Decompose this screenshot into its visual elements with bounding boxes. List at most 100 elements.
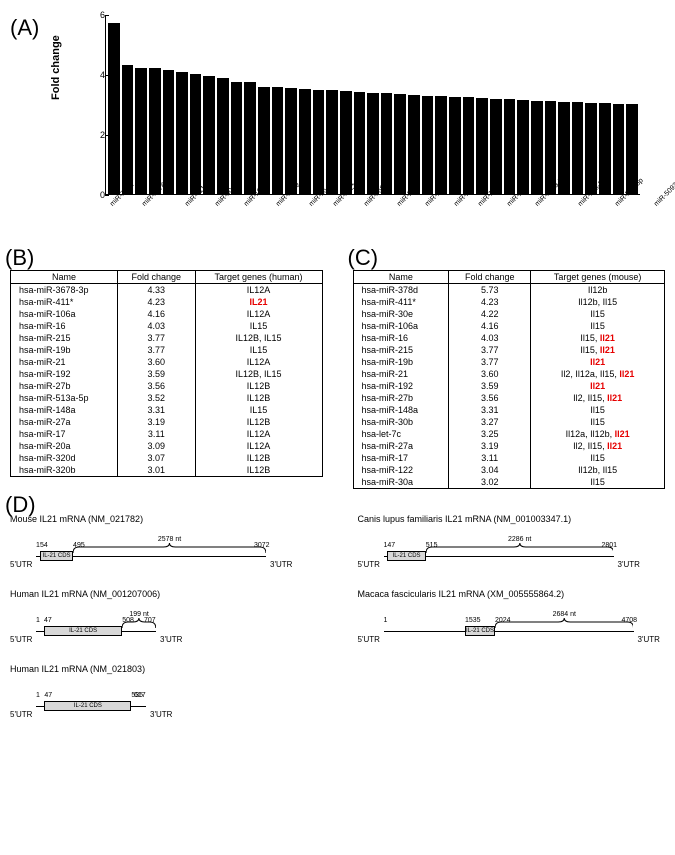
bar xyxy=(244,82,256,194)
cell-fold: 4.03 xyxy=(118,320,196,332)
diagram-title: Macaca fascicularis IL21 mRNA (XM_005555… xyxy=(358,589,666,599)
bar xyxy=(381,93,393,194)
cell-name: hsa-miR-122 xyxy=(353,464,449,476)
bar xyxy=(258,87,270,194)
cell-fold: 3.11 xyxy=(449,452,531,464)
table-row: hsa-miR-3678-3p4.33IL12A xyxy=(11,284,323,297)
bar xyxy=(108,23,120,194)
diagram-title: Mouse IL21 mRNA (NM_021782) xyxy=(10,514,318,524)
diagram-title: Human IL21 mRNA (NM_001207006) xyxy=(10,589,318,599)
cell-targets: Il15, Il21 xyxy=(531,332,665,344)
cell-name: hsa-miR-148a xyxy=(353,404,449,416)
cell-fold: 3.60 xyxy=(449,368,531,380)
cell-targets: IL12B, IL15 xyxy=(195,332,322,344)
table-row: hsa-miR-106a4.16IL12A xyxy=(11,308,323,320)
table-row: hsa-miR-320d3.07IL12B xyxy=(11,452,323,464)
diagram-human1: Human IL21 mRNA (NM_001207006) IL-21 CDS… xyxy=(10,589,318,649)
bar xyxy=(231,82,243,194)
bar xyxy=(585,103,597,194)
cell-fold: 3.27 xyxy=(449,416,531,428)
cds-box: IL-21 CDS xyxy=(44,701,131,711)
cell-name: hsa-miR-27a xyxy=(11,416,118,428)
table-row: hsa-miR-19b3.77IL15 xyxy=(11,344,323,356)
table-row: hsa-miR-2153.77IL12B, IL15 xyxy=(11,332,323,344)
diagram-macaca: Macaca fascicularis IL21 mRNA (XM_005555… xyxy=(358,589,666,649)
bar xyxy=(354,92,366,194)
table-row: hsa-miR-106a4.16Il15 xyxy=(353,320,665,332)
cell-name: hsa-miR-19b xyxy=(11,344,118,356)
col-header: Target genes (mouse) xyxy=(531,271,665,284)
cds-box: IL-21 CDS xyxy=(40,551,73,561)
cell-targets: Il15 xyxy=(531,308,665,320)
cell-name: hsa-miR-17 xyxy=(11,428,118,440)
table-row: hsa-let-7c3.25Il12a, Il12b, Il21 xyxy=(353,428,665,440)
bar xyxy=(408,95,420,194)
cell-targets: Il21 xyxy=(531,356,665,368)
cell-fold: 3.01 xyxy=(118,464,196,477)
cell-name: hsa-miR-411* xyxy=(11,296,118,308)
bar xyxy=(545,101,557,194)
bar xyxy=(531,101,543,194)
cell-name: hsa-miR-27a xyxy=(353,440,449,452)
cell-fold: 3.52 xyxy=(118,392,196,404)
cell-targets: Il12a, Il12b, Il21 xyxy=(531,428,665,440)
diagram-title: Canis lupus familiaris IL21 mRNA (NM_001… xyxy=(358,514,666,524)
table-row: hsa-miR-20a3.09IL12A xyxy=(11,440,323,452)
cds-box: IL-21 CDS xyxy=(387,551,425,561)
brace: 2578 nt xyxy=(73,536,266,553)
cell-fold: 3.77 xyxy=(449,344,531,356)
cell-targets: IL12A xyxy=(195,308,322,320)
cell-name: hsa-miR-215 xyxy=(11,332,118,344)
cell-targets: Il15, Il21 xyxy=(531,344,665,356)
bar xyxy=(190,74,202,194)
cell-fold: 4.03 xyxy=(449,332,531,344)
bar xyxy=(313,90,325,194)
bar xyxy=(272,87,284,194)
bar xyxy=(149,68,161,194)
cell-name: hsa-miR-106a xyxy=(353,320,449,332)
cell-name: hsa-miR-30e xyxy=(353,308,449,320)
cell-name: hsa-miR-17 xyxy=(353,452,449,464)
cell-targets: Il15 xyxy=(531,416,665,428)
bar xyxy=(463,97,475,194)
cell-name: hsa-miR-30b xyxy=(353,416,449,428)
cell-name: hsa-miR-30a xyxy=(353,476,449,489)
cell-fold: 3.59 xyxy=(118,368,196,380)
bar xyxy=(435,96,447,194)
cell-fold: 3.04 xyxy=(449,464,531,476)
brace: 2286 nt xyxy=(426,536,614,553)
cell-targets: IL12B xyxy=(195,452,322,464)
cell-targets: Il15 xyxy=(531,320,665,332)
cell-targets: IL15 xyxy=(195,320,322,332)
cell-name: hsa-miR-215 xyxy=(353,344,449,356)
cell-targets: Il15 xyxy=(531,452,665,464)
table-row: hsa-miR-411*4.23Il12b, Il15 xyxy=(353,296,665,308)
diagram-title: Human IL21 mRNA (NM_021803) xyxy=(10,664,318,674)
cell-fold: 3.77 xyxy=(449,356,531,368)
table-row: hsa-miR-173.11IL12A xyxy=(11,428,323,440)
table-row: hsa-miR-213.60Il2, Il12a, Il15, Il21 xyxy=(353,368,665,380)
y-axis-label: Fold change xyxy=(50,35,62,100)
cell-targets: Il15 xyxy=(531,476,665,489)
panel-d-label: (D) xyxy=(5,492,36,518)
bar xyxy=(572,102,584,194)
cell-name: hsa-let-7c xyxy=(353,428,449,440)
table-row: hsa-miR-148a3.31Il15 xyxy=(353,404,665,416)
panel-a-label: (A) xyxy=(10,15,39,41)
cell-name: hsa-miR-320b xyxy=(11,464,118,477)
table-row: hsa-miR-30b3.27Il15 xyxy=(353,416,665,428)
bar xyxy=(135,68,147,194)
cell-targets: IL12A xyxy=(195,440,322,452)
bar xyxy=(122,65,134,194)
cell-targets: Il2, Il15, Il21 xyxy=(531,440,665,452)
table-row: hsa-miR-1923.59IL12B, IL15 xyxy=(11,368,323,380)
col-header: Target genes (human) xyxy=(195,271,322,284)
diagram-mouse: Mouse IL21 mRNA (NM_021782) IL-21 CDS154… xyxy=(10,514,318,574)
bar xyxy=(326,90,338,194)
cell-targets: Il12b, Il15 xyxy=(531,464,665,476)
cell-targets: IL12A xyxy=(195,356,322,368)
table-row: hsa-miR-164.03Il15, Il21 xyxy=(353,332,665,344)
table-row: hsa-miR-513a-5p3.52IL12B xyxy=(11,392,323,404)
cell-targets: Il2, Il12a, Il15, Il21 xyxy=(531,368,665,380)
cell-fold: 3.31 xyxy=(449,404,531,416)
